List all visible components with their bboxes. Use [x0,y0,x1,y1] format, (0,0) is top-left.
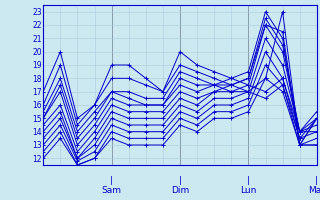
Text: Mar: Mar [308,186,320,195]
Text: Sam: Sam [102,186,122,195]
Text: |: | [316,176,318,185]
Text: |: | [179,176,181,185]
Text: Dim: Dim [171,186,189,195]
Text: |: | [110,176,113,185]
Text: Lun: Lun [240,186,257,195]
Text: |: | [247,176,250,185]
